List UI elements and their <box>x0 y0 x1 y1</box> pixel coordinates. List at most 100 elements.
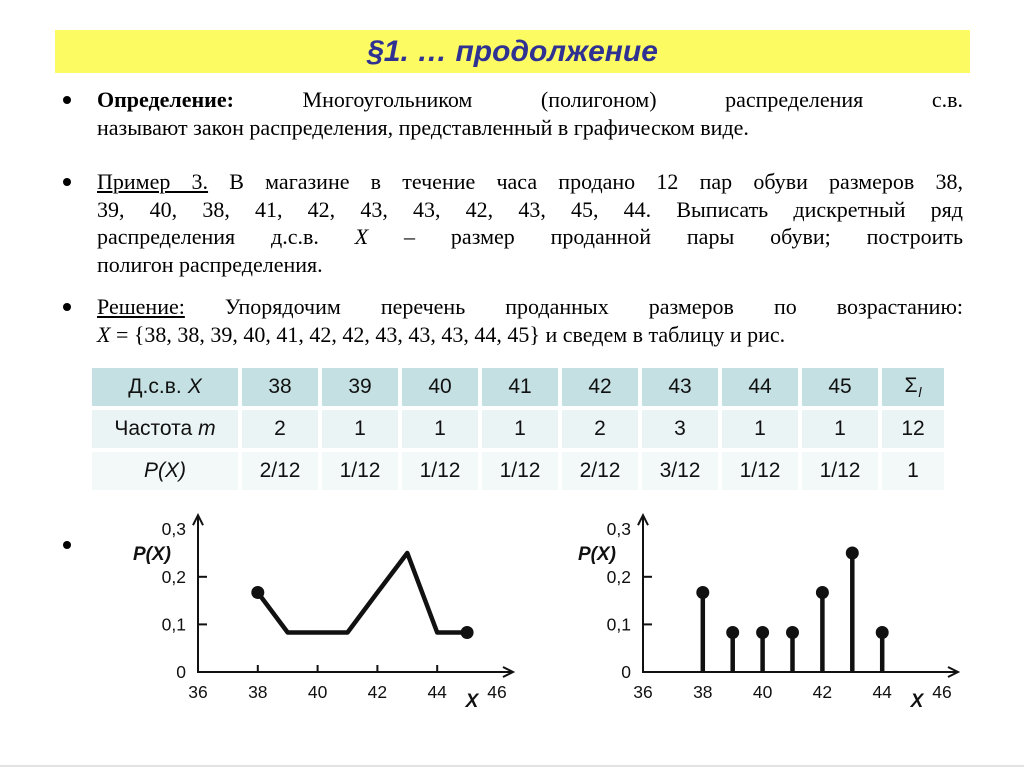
table-header-value-cell: 42 <box>562 368 638 406</box>
data-point-dot <box>726 625 740 639</box>
table-cell: 2/12 <box>242 452 318 490</box>
x-tick-label: 38 <box>248 682 267 702</box>
data-point-dot <box>251 586 265 600</box>
table-frequency-row: Частота m 2 1 1 1 2 3 1 1 12 <box>92 410 944 448</box>
table-header-value-cell: 44 <box>722 368 798 406</box>
bullet-example-text: Пример 3. В магазине в течение часа прод… <box>97 168 963 278</box>
row-label-var: m <box>198 417 216 440</box>
table-header-value-cell: 39 <box>322 368 398 406</box>
y-tick-label: 0 <box>621 662 631 682</box>
x-tick-label: 44 <box>872 682 892 702</box>
table-probability-row: P(X) 2/12 1/12 1/12 1/12 2/12 3/12 1/12 … <box>92 452 944 490</box>
table-header-value-cell: 45 <box>802 368 878 406</box>
table-row-label-cell: Частота m <box>92 410 238 448</box>
x-tick-label: 36 <box>188 682 207 702</box>
row-label: P(X) <box>144 459 186 482</box>
y-axis-label: P(X) <box>578 544 616 565</box>
table-cell: 1 <box>482 410 558 448</box>
table-cell: 3/12 <box>642 452 718 490</box>
text-line: называют закон распределения, представле… <box>97 114 749 140</box>
bullet-icon <box>63 178 71 186</box>
x-tick-label: 44 <box>427 682 447 702</box>
bullet-icon <box>63 303 71 311</box>
y-tick-label: 0,2 <box>162 567 186 587</box>
table-sum-cell: 1 <box>882 452 944 490</box>
bullet-example: Пример 3. В магазине в течение часа прод… <box>60 168 963 278</box>
polygon-distribution-chart: 36 38 40 42 44 46 0 0,1 0,2 0,3 P(X) X <box>133 512 516 712</box>
table-header-value-cell: 38 <box>242 368 318 406</box>
table-cell: 1/12 <box>322 452 398 490</box>
table-cell: 1/12 <box>402 452 478 490</box>
x-tick-label: 40 <box>753 682 773 702</box>
y-tick-label: 0,1 <box>162 614 186 634</box>
table-cell: 1 <box>802 410 878 448</box>
bullet-definition: Определение: Многоугольником (полигоном)… <box>60 86 963 141</box>
bullet-icon <box>63 96 71 104</box>
x-tick-label: 46 <box>487 682 506 702</box>
table-header-sum-cell: Σl <box>882 368 944 406</box>
text-line: полигон распределения. <box>97 251 323 277</box>
text-line: 39, 40, 38, 41, 42, 43, 43, 42, 43, 45, … <box>97 196 963 222</box>
data-point-dot <box>845 546 859 560</box>
x-axis-arrow-icon <box>502 666 516 678</box>
bullet-icon <box>63 541 71 549</box>
table-cell: 1/12 <box>722 452 798 490</box>
x-tick-label: 46 <box>932 682 951 702</box>
table-header-value-cell: 41 <box>482 368 558 406</box>
table-header-value-cell: 43 <box>642 368 718 406</box>
y-axis-arrow-icon <box>192 512 204 526</box>
y-axis-arrow-icon <box>637 512 649 526</box>
bullet-definition-text: Определение: Многоугольником (полигоном)… <box>97 86 963 141</box>
row-label: Частота <box>114 417 193 440</box>
data-point-dot <box>756 625 770 639</box>
header-label: Д.с.в. <box>128 375 182 398</box>
text-line: распределения д.с.в. X – размер проданно… <box>97 224 963 249</box>
distribution-table: Д.с.в. X 38 39 40 41 42 43 44 45 Σl Часто… <box>88 364 948 494</box>
y-tick-label: 0 <box>176 662 186 682</box>
text-line: Определение: Многоугольником (полигоном)… <box>97 87 963 112</box>
x-tick-label: 36 <box>633 682 652 702</box>
table-row-label-cell: P(X) <box>92 452 238 490</box>
table-cell: 2/12 <box>562 452 638 490</box>
y-axis-label: P(X) <box>133 544 171 565</box>
polygon-line <box>255 550 468 635</box>
table-header-value-cell: 40 <box>402 368 478 406</box>
data-point-dot <box>786 625 799 639</box>
table-cell: 2 <box>562 410 638 448</box>
x-axis-label: X <box>910 691 925 712</box>
sigma-subscript: l <box>918 384 922 401</box>
table-header-row: Д.с.в. X 38 39 40 41 42 43 44 45 Σl <box>92 368 944 406</box>
y-tick-label: 0,1 <box>607 614 631 634</box>
bullet-solution: Решение: Упорядочим перечень проданных р… <box>60 293 963 348</box>
table-header-variable-cell: Д.с.в. X <box>92 368 238 406</box>
x-tick-label: 42 <box>368 682 387 702</box>
bullet-solution-text: Решение: Упорядочим перечень проданных р… <box>97 293 963 348</box>
x-tick-label: 42 <box>813 682 832 702</box>
x-axis-label: X <box>465 691 480 712</box>
table-cell: 2 <box>242 410 318 448</box>
table-cell: 3 <box>642 410 718 448</box>
table-cell: 1/12 <box>482 452 558 490</box>
slide-title-bar: §1. … продолжение <box>55 30 970 73</box>
x-tick-label: 38 <box>693 682 712 702</box>
data-point-dot <box>696 586 710 600</box>
stem-distribution-chart: 36 38 40 42 44 46 0 0,1 0,2 0,3 P(X) X <box>578 512 961 712</box>
y-tick-label: 0,3 <box>607 519 631 539</box>
data-point-dot <box>875 625 889 639</box>
table-cell: 1 <box>402 410 478 448</box>
table-cell: 1/12 <box>802 452 878 490</box>
x-tick-label: 40 <box>308 682 328 702</box>
table-sum-cell: 12 <box>882 410 944 448</box>
x-axis-arrow-icon <box>947 666 961 678</box>
text-line: Решение: Упорядочим перечень проданных р… <box>97 294 963 319</box>
table-cell: 1 <box>322 410 398 448</box>
y-tick-label: 0,2 <box>607 567 631 587</box>
y-tick-label: 0,3 <box>162 519 186 539</box>
data-point-dot <box>460 625 474 639</box>
data-point-dot <box>815 586 829 600</box>
slide-title: §1. … продолжение <box>367 34 658 68</box>
text-line: Пример 3. В магазине в течение часа прод… <box>97 169 963 194</box>
text-line: X = {38, 38, 39, 40, 41, 42, 42, 43, 43,… <box>97 321 786 347</box>
sigma-symbol: Σ <box>904 373 918 397</box>
